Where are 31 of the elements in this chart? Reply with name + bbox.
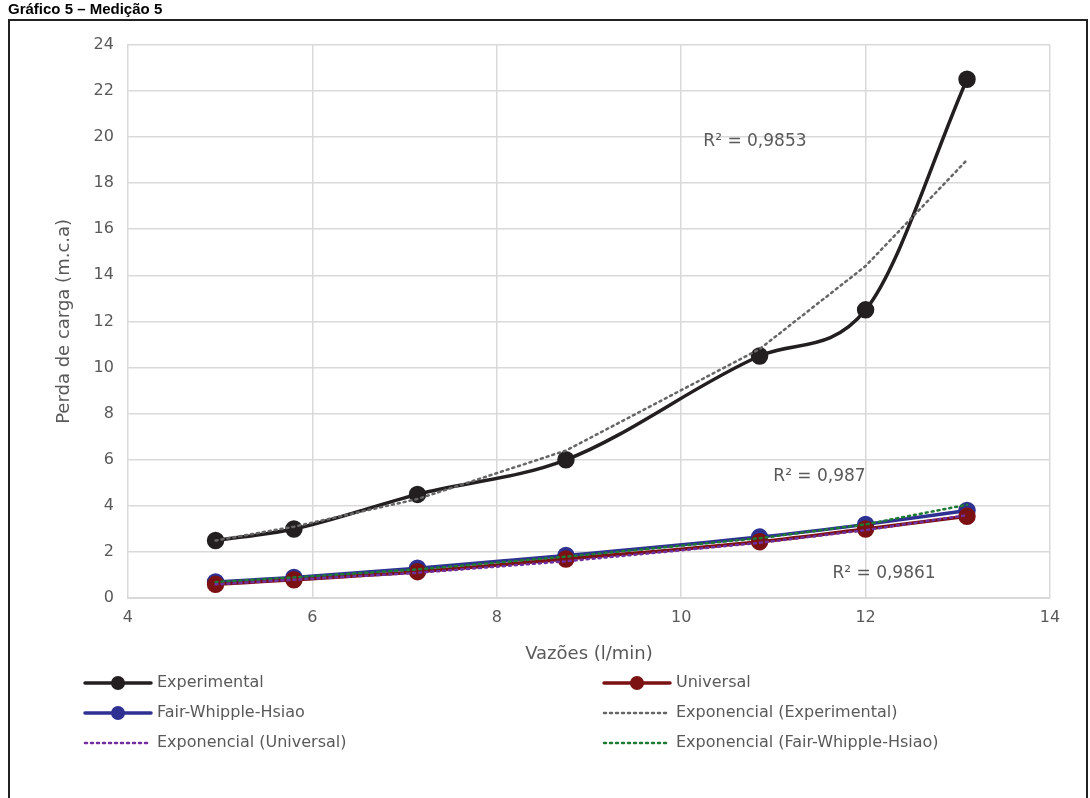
legend-label: Experimental (157, 672, 264, 692)
y-tick-label: 6 (103, 448, 114, 468)
y-tick-label: 4 (103, 495, 114, 515)
annotation: R² = 0,9853 (703, 129, 807, 150)
legend-label: Exponencial (Fair-Whipple-Hsiao) (676, 732, 939, 752)
y-tick-label: 24 (93, 33, 114, 53)
y-tick-label: 18 (93, 172, 114, 192)
legend-label: Exponencial (Universal) (157, 732, 347, 752)
y-axis-title: Perda de carga (m.c.a) (52, 218, 74, 424)
x-tick-label: 14 (1039, 606, 1061, 626)
chart-title: Gráfico 5 – Medição 5 (8, 0, 163, 17)
y-tick-label: 22 (93, 79, 114, 99)
annotation: R² = 0,987 (773, 464, 866, 485)
x-tick-label: 10 (671, 606, 692, 626)
x-tick-label: 12 (855, 606, 876, 626)
x-axis-title: Vazões (l/min) (525, 641, 653, 663)
y-tick-label: 0 (103, 587, 114, 607)
y-tick-label: 14 (93, 264, 114, 284)
y-tick-label: 16 (93, 218, 114, 238)
y-tick-label: 20 (93, 126, 114, 146)
legend-label: Universal (676, 672, 751, 692)
legend-label: Fair-Whipple-Hsiao (157, 702, 305, 722)
legend-label: Exponencial (Experimental) (676, 702, 898, 722)
x-tick-label: 8 (491, 606, 502, 626)
y-tick-label: 12 (93, 310, 114, 330)
y-tick-label: 10 (93, 356, 114, 376)
y-tick-label: 2 (103, 541, 114, 561)
x-tick-label: 4 (122, 606, 134, 626)
x-tick-label: 6 (307, 606, 318, 626)
annotation: R² = 0,9861 (832, 561, 936, 582)
y-tick-label: 8 (103, 402, 114, 422)
